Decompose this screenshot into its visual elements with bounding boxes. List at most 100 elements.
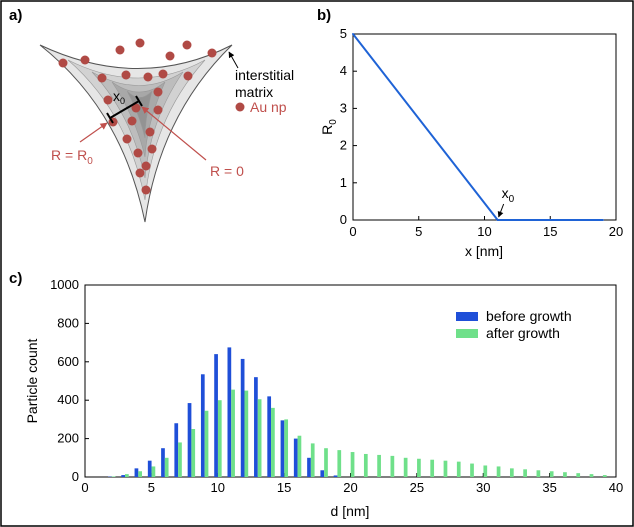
au-np [141,161,151,171]
panel-c-bar-before [333,475,338,477]
panel-b-axes-box [352,33,617,221]
panel-c-bar-after [244,390,249,477]
au-np [58,58,68,68]
panel-c-xtick-label: 30 [476,480,490,495]
au-np [141,185,151,195]
label-x0: x0 [113,88,125,106]
panel-c-xtick-label: 0 [81,480,88,495]
panel-c-bar-after [470,463,474,477]
panel-c-bar-after [324,448,328,477]
panel-c-bar-before [214,354,218,477]
label-r-r0: R = R0 [51,147,93,167]
au-np [143,72,153,82]
panel-b-ytick-label: 1 [340,175,347,190]
au-np [121,70,131,80]
panel-c-xtick-label: 35 [542,480,556,495]
panel-c-axes-box [84,284,617,478]
r-zero-arrow [141,106,207,161]
panel-c-bar-after [536,470,541,477]
panel-c-bar-before [161,448,165,477]
panel-c-bar-after [125,474,129,477]
label-au-np: Au np [250,99,287,115]
au-np [122,134,132,144]
au-np [133,148,143,158]
panel-c-bar-after [204,410,209,477]
panel-c-bar-before [200,374,205,477]
panel-c-bar-after [523,469,527,477]
panel-c-bar-after [271,407,275,477]
panel-c-bar-before [254,377,258,477]
panel-b-ytick-label: 4 [340,63,347,78]
panel-c-bar-before [320,470,325,477]
panel-c-bar-after [589,474,594,477]
panel-c-ylabel: Particle count [24,338,40,423]
x0-scale-bar-cap [135,95,143,107]
au-np [158,69,168,79]
au-np [135,168,145,178]
panel-c-bar-after [151,466,156,477]
r-r0-arrow [79,122,108,143]
panel-c-bar-before [134,468,139,477]
panel-b-xtick-label: 0 [349,224,356,239]
panel-c-xtick-label: 20 [343,480,357,495]
au-np [153,105,163,115]
panel-c-bar-before [187,403,192,477]
panel-c-bar-after [257,399,262,477]
panel-b-ticks: 0 5 10 15 20 0 1 2 3 4 5 [340,26,623,239]
panel-c-bar-after [111,476,116,477]
au-np [145,127,155,137]
au-np [147,144,157,154]
panel-c-bar-before [293,438,298,477]
panel-c-bar-after [164,457,169,477]
label-interstitial: interstitial [235,67,294,83]
panel-a-label: a) [9,7,22,24]
panel-c-legend: before growth after growth [456,308,572,341]
panel-c-ytick-label: 0 [72,469,79,484]
panel-b-xlabel: x [nm] [465,243,503,259]
panel-c-xtick-label: 40 [609,480,623,495]
interstitial-layer-5 [126,90,153,139]
panel-c-bar-after [403,457,408,477]
panel-b-ylabel: R0 [319,119,339,135]
panel-c-bar-before [280,420,285,477]
panel-b-ytick-label: 2 [340,138,347,153]
au-np [131,103,141,113]
panel-b-label: b) [317,7,331,24]
panel-c-bar-before [147,460,152,477]
panel-c-bar-after [563,472,567,477]
panel-c-bar-after [178,442,182,477]
au-np [207,48,217,58]
panel-b-xtick-label: 20 [609,224,623,239]
panel-c-xtick-label: 25 [410,480,424,495]
au-np [103,95,113,105]
au-np [165,51,175,61]
au-np-legend-marker [235,102,245,112]
au-np [97,73,107,83]
legend-label-after-growth: after growth [486,325,560,341]
panel-c-ytick-label: 800 [57,315,79,330]
panel-c-xtick-label: 15 [277,480,291,495]
panel-c-bar-after [483,465,488,477]
panel-b-x0-annotation: x0 [502,185,515,205]
panel-c-bar-after [390,455,395,477]
panel-b-ytick-label: 3 [340,100,347,115]
x0-scale-bar-cap [106,112,114,124]
label-r-zero: R = 0 [210,163,244,179]
panel-c-bar-before [240,358,245,477]
panel-c-bar-after [217,400,222,477]
legend-swatch-before-growth [456,312,478,321]
panel-c-bar-before [307,457,311,477]
panel-c-ytick-label: 1000 [50,277,79,292]
panel-c-bars [108,347,607,477]
label-matrix: matrix [235,84,273,100]
panel-c-label: c) [9,270,22,287]
panel-c-bar-after [496,466,501,477]
panel-b-series [352,33,604,221]
panel-c-bar-after [576,473,581,477]
panel-b-point [496,219,499,221]
panel-c-bar-after [231,389,235,477]
legend-label-before-growth: before growth [486,308,572,324]
